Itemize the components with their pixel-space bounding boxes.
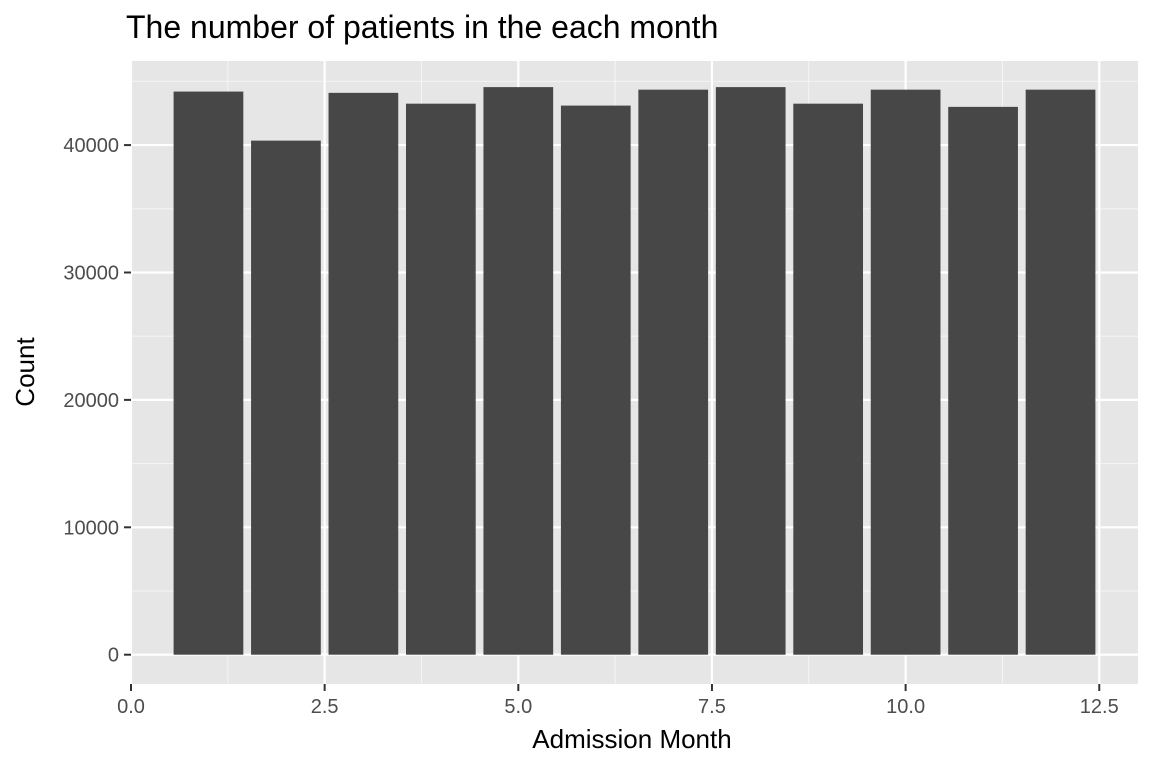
bar xyxy=(560,105,631,655)
y-axis: 0 10000 20000 30000 40000 xyxy=(63,135,131,667)
bar xyxy=(173,91,244,655)
bar xyxy=(1025,89,1096,655)
bar xyxy=(715,87,786,655)
x-axis: 0.0 2.5 5.0 7.5 10.0 12.5 xyxy=(117,684,1119,718)
bar xyxy=(948,106,1018,655)
x-tick-label: 2.5 xyxy=(311,696,339,718)
bar xyxy=(251,140,321,655)
y-tick-label: 10000 xyxy=(63,517,119,539)
bar xyxy=(405,103,476,655)
bars xyxy=(173,87,1096,655)
bar xyxy=(483,87,554,655)
bar xyxy=(638,89,709,655)
x-tick-label: 7.5 xyxy=(698,696,726,718)
x-axis-title: Admission Month xyxy=(532,724,731,754)
x-tick-label: 5.0 xyxy=(504,696,532,718)
y-tick-label: 20000 xyxy=(63,390,119,412)
bar xyxy=(793,103,864,655)
y-tick-label: 0 xyxy=(108,645,119,667)
bar xyxy=(870,89,941,655)
y-axis-title: Count xyxy=(10,337,40,407)
bar xyxy=(328,92,399,655)
x-tick-label: 0.0 xyxy=(117,696,145,718)
x-tick-label: 12.5 xyxy=(1080,696,1119,718)
x-tick-label: 10.0 xyxy=(886,696,925,718)
y-tick-label: 40000 xyxy=(63,135,119,157)
y-tick-label: 30000 xyxy=(63,262,119,284)
chart-title: The number of patients in the each month xyxy=(126,9,718,45)
